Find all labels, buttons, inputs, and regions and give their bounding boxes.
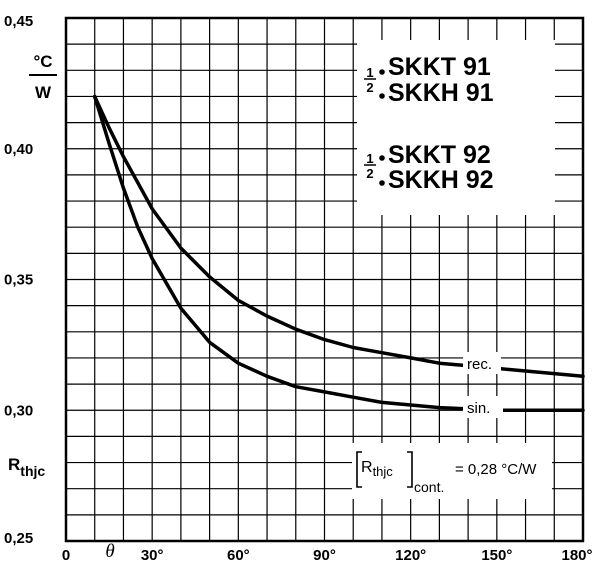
annotation-bracket	[356, 451, 413, 488]
model-prefix-numerator: 1	[366, 151, 373, 166]
x-tick-label: 180°	[561, 547, 592, 564]
x-tick-label: 150°	[481, 547, 512, 564]
x-tick-label: 90°	[313, 547, 336, 564]
model-label-skkt91: SKKT 91	[388, 53, 491, 81]
y-unit-denominator: W	[35, 83, 52, 102]
model-bullet	[379, 155, 385, 161]
x-tick-label: 0	[62, 547, 70, 564]
x-tick-labels: 0 30° 60° 90° 120° 150° 180°	[62, 547, 593, 564]
y-tick-label: 0,25	[4, 530, 33, 547]
model-group-1: 1 2 SKKT 91 SKKH 91	[364, 53, 494, 107]
series-label-background	[463, 352, 501, 374]
model-label-skkh92: SKKH 92	[388, 166, 494, 194]
model-label-skkt92: SKKT 92	[388, 141, 491, 169]
model-group-2: 1 2 SKKT 92 SKKH 92	[364, 141, 494, 194]
annotation-subscript: cont.	[414, 479, 444, 495]
y-unit-numerator: °C	[33, 52, 52, 71]
annotation-value: = 0,28 °C/W	[455, 461, 537, 478]
y-tick-label: 0,30	[4, 402, 33, 419]
y-axis-label: Rthjc	[8, 455, 45, 479]
x-tick-label: 30°	[141, 547, 164, 564]
model-bullet	[379, 180, 385, 186]
series-label-background	[463, 396, 503, 418]
model-bullet	[379, 69, 385, 75]
plot-frame	[64, 16, 585, 543]
annotation-symbol: Rthjc	[361, 459, 393, 479]
x-axis-label: θ	[105, 541, 114, 562]
x-tick-label: 60°	[227, 547, 250, 564]
model-prefix-denominator: 2	[366, 166, 373, 181]
series-label-sin: sin.	[467, 400, 490, 417]
model-bullet	[379, 93, 385, 99]
model-prefix-numerator: 1	[366, 65, 373, 80]
model-box-background	[357, 40, 555, 215]
model-prefix-denominator: 2	[366, 80, 373, 95]
y-tick-label: 0,40	[4, 141, 33, 158]
y-tick-label: 0,45	[4, 13, 33, 30]
y-tick-label: 0,35	[4, 272, 33, 289]
annotation-rthjc-cont: Rthjc cont. = 0,28 °C/W	[356, 451, 537, 495]
y-tick-labels: 0,25 0,30 0,35 0,40 0,45	[4, 13, 33, 547]
model-label-skkh91: SKKH 91	[388, 79, 494, 107]
x-tick-label: 120°	[395, 547, 426, 564]
series-label-rec: rec.	[467, 356, 492, 373]
annotation-background	[352, 443, 552, 499]
